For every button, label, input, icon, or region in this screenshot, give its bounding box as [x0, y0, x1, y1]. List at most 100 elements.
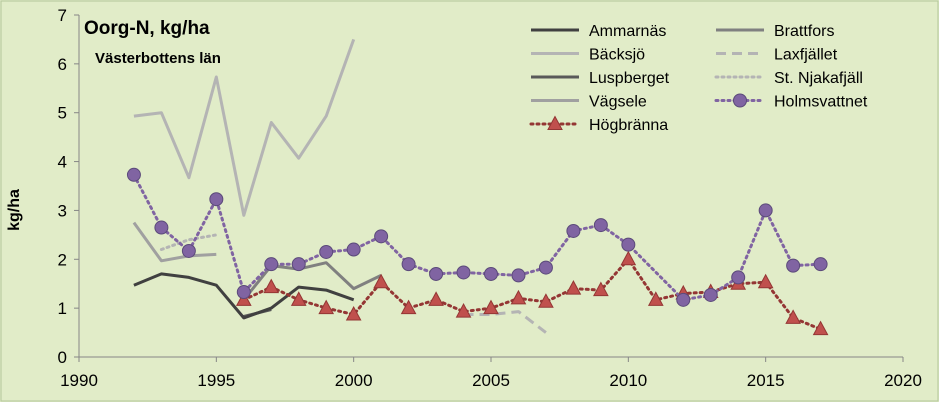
data-point [318, 299, 335, 315]
y-tick-label: 4 [58, 153, 67, 172]
x-tick-label: 1990 [60, 371, 98, 390]
y-tick-label: 3 [58, 201, 67, 220]
series-hogbranna [235, 250, 829, 336]
data-point [428, 291, 444, 306]
series-laxfjallet [463, 310, 547, 334]
y-tick-label: 6 [58, 55, 67, 74]
x-tick-label: 2000 [335, 371, 373, 390]
data-point [813, 257, 828, 272]
x-tick-label: 2015 [747, 371, 785, 390]
y-axis-label: kg/ha [6, 189, 23, 231]
y-tick-label: 2 [58, 250, 67, 269]
data-point [538, 260, 553, 275]
series-line [133, 272, 355, 320]
series-line [242, 257, 823, 331]
data-point [731, 270, 746, 285]
series-line [132, 221, 217, 263]
data-point [374, 229, 389, 244]
legend-label: Holmsvattnet [774, 94, 868, 111]
legend-item-st-njakafjall: St. Njakafjäll [714, 70, 863, 87]
data-point [758, 203, 773, 218]
data-point [511, 268, 526, 283]
data-point [455, 303, 472, 318]
legend-marker [733, 93, 747, 108]
data-point [456, 265, 471, 280]
legend-item-backsjo: Bäcksjö [531, 47, 645, 64]
data-point [647, 291, 664, 306]
x-tick-label: 1995 [197, 371, 235, 390]
data-point [263, 278, 280, 294]
data-point [346, 242, 361, 257]
series-layer [126, 38, 829, 336]
legend-item-luspberget: Luspberget [531, 70, 670, 87]
data-point [345, 305, 362, 321]
data-point [290, 291, 307, 306]
legend-item-vagsele: Vägsele [531, 94, 647, 111]
series-vagsele [132, 221, 217, 263]
data-point [703, 287, 718, 302]
x-tick-label: 2005 [472, 371, 510, 390]
series-holmsvattnet [126, 167, 828, 307]
legend: Ammarnäs Brattfors Bäcksjö Laxfjället Luspbe… [529, 23, 868, 134]
legend-item-ammarnas: Ammarnäs [531, 23, 666, 40]
data-point [593, 281, 609, 297]
chart-subtitle: Västerbottens län [95, 50, 221, 67]
data-point [538, 293, 554, 308]
legend-label: Bäcksjö [589, 47, 645, 64]
data-point [429, 266, 444, 281]
data-point [373, 273, 389, 289]
data-point [400, 299, 417, 315]
legend-label: Ammarnäs [589, 23, 666, 40]
data-point [236, 285, 251, 300]
legend-item-holmsvattnet: Holmsvattnet [714, 93, 868, 111]
y-tick-label: 0 [58, 348, 67, 367]
legend-item-hogbranna: Högbränna [529, 115, 668, 134]
data-point [264, 257, 279, 272]
data-point [401, 257, 416, 272]
y-tick-label: 1 [58, 299, 67, 318]
x-tick-label: 2020 [884, 371, 922, 390]
legend-label: Högbränna [589, 117, 668, 134]
data-point [126, 167, 141, 182]
chart-title: Oorg-N, kg/ha [84, 18, 210, 39]
series-line [159, 233, 218, 251]
y-tick-label: 5 [58, 104, 67, 123]
data-point [483, 299, 499, 315]
series-line [463, 310, 547, 334]
legend-marker [547, 115, 563, 130]
data-point [154, 220, 169, 235]
data-point [291, 257, 306, 272]
data-point [676, 292, 691, 307]
data-point [484, 266, 498, 281]
series-brattfors [242, 261, 382, 301]
data-point [565, 280, 582, 295]
data-point [812, 320, 829, 336]
data-point [593, 218, 608, 233]
data-point [566, 223, 581, 238]
series-line [242, 261, 382, 301]
data-point [181, 243, 196, 258]
series-backsjo [133, 38, 356, 217]
series-line [133, 38, 356, 217]
legend-item-brattfors: Brattfors [716, 23, 834, 40]
legend-label: St. Njakafjäll [774, 70, 863, 87]
legend-label: Luspberget [589, 70, 670, 87]
data-point [785, 309, 801, 324]
y-tick-label: 7 [58, 6, 67, 25]
data-point [757, 273, 774, 289]
x-tick-label: 2010 [609, 371, 647, 390]
series-ammarnas [133, 272, 355, 320]
series-st-njakafjall [159, 233, 218, 251]
data-point [621, 237, 636, 252]
legend-label: Laxfjället [774, 47, 838, 64]
legend-label: Brattfors [774, 23, 834, 40]
data-point [620, 250, 637, 266]
legend-item-laxfjallet: Laxfjället [716, 47, 838, 64]
data-point [786, 258, 801, 273]
data-point [209, 192, 224, 207]
legend-label: Vägsele [589, 94, 647, 111]
axes: 0 1 2 3 4 5 6 7 1990 1995 2000 2005 2010 2015 2020 [58, 6, 922, 390]
data-point [319, 244, 334, 259]
